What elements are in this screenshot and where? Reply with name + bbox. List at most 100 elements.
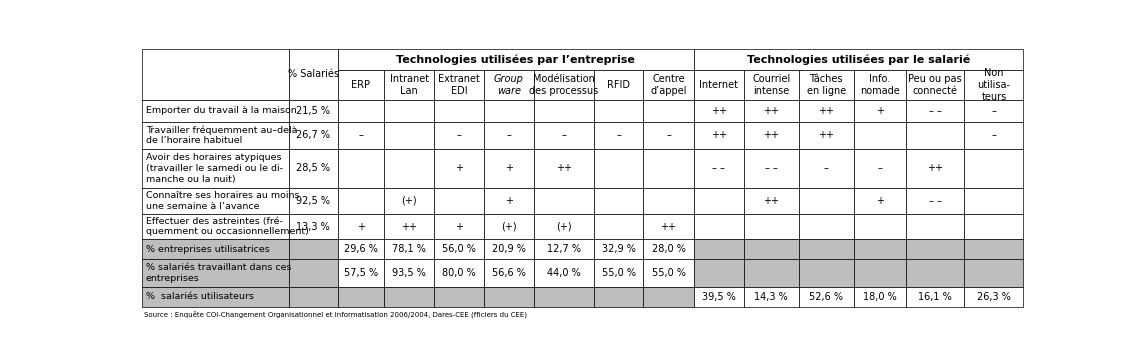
Text: ++: ++ — [819, 106, 835, 116]
Text: 13,3 %: 13,3 % — [297, 221, 330, 231]
Text: 29,6 %: 29,6 % — [345, 244, 377, 254]
Text: RFID: RFID — [607, 80, 630, 90]
Text: +: + — [357, 221, 365, 231]
Bar — [964, 188, 1023, 214]
Bar — [595, 214, 644, 239]
Bar — [964, 149, 1023, 188]
Text: Modélisation
des processus: Modélisation des processus — [530, 74, 598, 96]
Bar — [854, 71, 906, 100]
Bar — [595, 149, 644, 188]
Text: +: + — [505, 163, 513, 173]
Text: 14,3 %: 14,3 % — [754, 292, 788, 302]
Text: – –: – – — [765, 163, 778, 173]
Text: 52,6 %: 52,6 % — [810, 292, 844, 302]
Bar — [484, 188, 533, 214]
Bar — [142, 259, 289, 287]
Bar — [384, 100, 434, 122]
Bar — [434, 188, 484, 214]
Bar — [338, 49, 694, 71]
Text: +: + — [875, 196, 883, 206]
Text: 26,3 %: 26,3 % — [977, 292, 1011, 302]
Bar — [595, 71, 644, 100]
Text: %  salariés utilisateurs: % salariés utilisateurs — [146, 292, 254, 301]
Bar — [644, 287, 694, 306]
Bar — [338, 71, 384, 100]
Bar — [484, 100, 533, 122]
Bar — [906, 287, 964, 306]
Bar — [338, 259, 384, 287]
Text: Non
utilisa-
teurs: Non utilisa- teurs — [978, 68, 1011, 102]
Text: –: – — [562, 130, 566, 140]
Text: ++: ++ — [711, 106, 727, 116]
Bar — [798, 239, 854, 259]
Bar — [798, 287, 854, 306]
Bar — [964, 214, 1023, 239]
Bar — [854, 149, 906, 188]
Text: 32,9 %: 32,9 % — [601, 244, 636, 254]
Bar — [744, 287, 798, 306]
Bar — [595, 287, 644, 306]
Bar — [854, 239, 906, 259]
Bar — [384, 71, 434, 100]
Bar — [798, 214, 854, 239]
Bar — [434, 122, 484, 149]
Bar — [744, 71, 798, 100]
Bar — [434, 149, 484, 188]
Bar — [434, 259, 484, 287]
Bar — [533, 149, 595, 188]
Text: –: – — [457, 130, 462, 140]
Bar — [533, 122, 595, 149]
Text: 28,5 %: 28,5 % — [297, 163, 330, 173]
Bar — [142, 239, 289, 259]
Text: 92,5 %: 92,5 % — [297, 196, 330, 206]
Text: –: – — [506, 130, 512, 140]
Bar — [694, 122, 744, 149]
Bar — [484, 287, 533, 306]
Bar — [533, 239, 595, 259]
Bar — [142, 149, 289, 188]
Bar — [595, 100, 644, 122]
Text: –: – — [616, 130, 621, 140]
Bar — [142, 214, 289, 239]
Bar — [644, 214, 694, 239]
Bar — [384, 122, 434, 149]
Text: ++: ++ — [763, 106, 779, 116]
Bar — [744, 100, 798, 122]
Bar — [289, 239, 338, 259]
Text: 78,1 %: 78,1 % — [392, 244, 426, 254]
Text: Peu ou pas
connecté: Peu ou pas connecté — [908, 74, 962, 96]
Bar — [694, 71, 744, 100]
Bar — [694, 49, 1023, 71]
Text: 26,7 %: 26,7 % — [297, 130, 330, 140]
Text: Travailler fréquemment au–delà
de l’horaire habituel: Travailler fréquemment au–delà de l’hora… — [146, 125, 297, 145]
Bar — [142, 188, 289, 214]
Text: 44,0 %: 44,0 % — [547, 268, 581, 278]
Bar — [384, 188, 434, 214]
Bar — [906, 214, 964, 239]
Bar — [644, 100, 694, 122]
Bar — [854, 287, 906, 306]
Text: –: – — [991, 106, 996, 116]
Bar — [384, 239, 434, 259]
Bar — [338, 122, 384, 149]
Bar — [798, 188, 854, 214]
Bar — [289, 188, 338, 214]
Bar — [484, 149, 533, 188]
Text: Source : Enquête COI-Changement Organisationnel et Informatisation 2006/2004, Da: Source : Enquête COI-Changement Organisa… — [144, 311, 526, 318]
Bar — [338, 287, 384, 306]
Bar — [289, 287, 338, 306]
Text: Courriel
intense: Courriel intense — [752, 74, 790, 96]
Text: –: – — [991, 130, 996, 140]
Text: % entreprises utilisatrices: % entreprises utilisatrices — [146, 245, 269, 254]
Text: Technologies utilisées par le salarié: Technologies utilisées par le salarié — [747, 54, 970, 65]
Bar — [906, 149, 964, 188]
Bar — [595, 122, 644, 149]
Text: –: – — [823, 163, 829, 173]
Bar — [744, 122, 798, 149]
Text: ++: ++ — [763, 130, 779, 140]
Text: –: – — [666, 130, 671, 140]
Bar — [964, 100, 1023, 122]
Text: 39,5 %: 39,5 % — [702, 292, 736, 302]
Bar — [798, 71, 854, 100]
Bar — [595, 239, 644, 259]
